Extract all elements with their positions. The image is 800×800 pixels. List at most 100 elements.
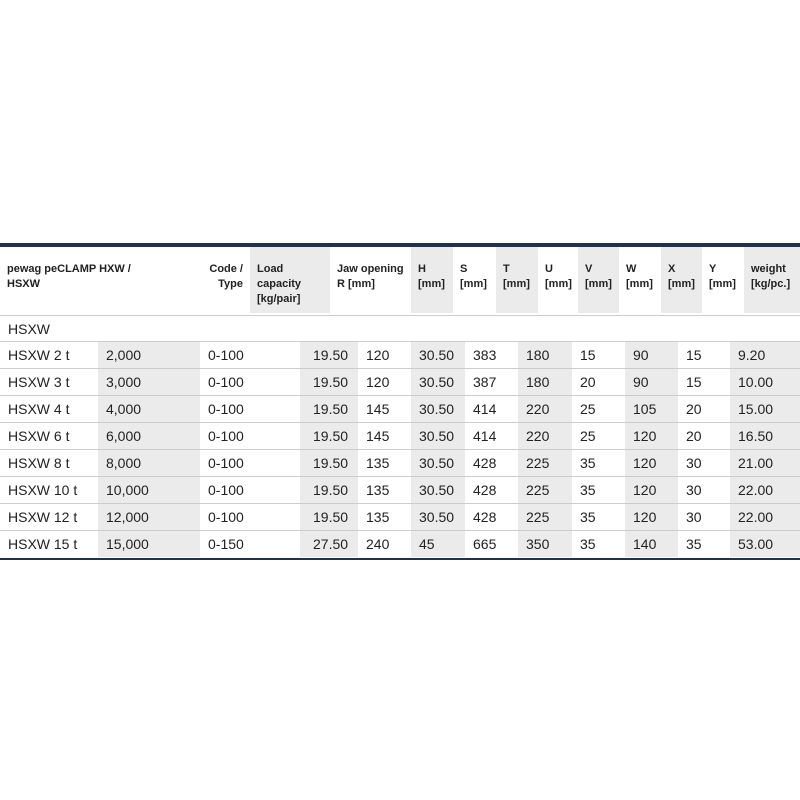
table-cell: 145 [366, 428, 390, 444]
table-cell: 30.50 [411, 423, 465, 449]
table-cell: HSXW 15 t [8, 536, 78, 552]
table-cell: 35 [580, 455, 596, 471]
header-cell: Code / Type [209, 263, 243, 290]
table-cell: 225 [518, 450, 572, 476]
table-cell: 2,000 [98, 342, 200, 368]
table-row: HSXW 8 t 8,000 0-100 19.50 135 30.50 428 225 35 1… [0, 449, 800, 476]
table-cell: 135 [366, 455, 390, 471]
table-cell: 428 [473, 509, 497, 525]
table-cell: 8,000 [98, 450, 200, 476]
table-cell: 30.50 [411, 504, 465, 530]
table-cell: 15 [580, 347, 596, 363]
table-cell: 90 [625, 342, 678, 368]
table-cell: 90 [625, 369, 678, 395]
table-cell: 15 [686, 374, 702, 390]
table-cell: 414 [473, 428, 497, 444]
table-cell: 15 [686, 347, 702, 363]
table-cell: 19.50 [300, 342, 358, 368]
bottom-border [0, 558, 800, 560]
table-cell: 180 [518, 369, 572, 395]
header-cell: V [mm] [578, 247, 619, 313]
header-cell: Y [mm] [709, 263, 736, 290]
table-cell: 12,000 [98, 504, 200, 530]
table-cell: 220 [518, 423, 572, 449]
table-cell: 35 [580, 536, 596, 552]
table-cell: 428 [473, 455, 497, 471]
table-cell: 0-150 [208, 536, 244, 552]
table-cell: 0-100 [208, 401, 244, 417]
table-row: HSXW 15 t 15,000 0-150 27.50 240 45 665 350 35 14… [0, 530, 800, 557]
table-cell: 105 [625, 396, 678, 422]
table-cell: 135 [366, 482, 390, 498]
table-cell: 120 [366, 374, 390, 390]
table-cell: 19.50 [300, 477, 358, 503]
header-cell: Jaw opening R [mm] [337, 263, 404, 290]
table-cell: 0-100 [208, 509, 244, 525]
table-cell: 120 [625, 450, 678, 476]
table-cell: 20 [580, 374, 596, 390]
table-cell: 180 [518, 342, 572, 368]
table-cell: 220 [518, 396, 572, 422]
header-cell: pewag peCLAMP HXW / HSXW [7, 263, 131, 290]
table-cell: 15.00 [730, 396, 800, 422]
table-cell: 387 [473, 374, 497, 390]
spec-table: HSXW pewag peCLAMP HXW / HSXW Code / Type… [0, 243, 800, 561]
table-cell: 135 [366, 509, 390, 525]
table-cell: 0-100 [208, 347, 244, 363]
table-cell: 414 [473, 401, 497, 417]
table-cell: 20 [686, 401, 702, 417]
header-cell: U [mm] [545, 263, 572, 290]
table-cell: 15,000 [98, 531, 200, 557]
table-cell: 120 [625, 477, 678, 503]
table-cell: 0-100 [208, 428, 244, 444]
table-cell: HSXW 8 t [8, 455, 70, 471]
table-cell: 350 [518, 531, 572, 557]
table-cell: HSXW 3 t [8, 374, 70, 390]
table-cell: 30 [686, 455, 702, 471]
table-cell: 30 [686, 482, 702, 498]
table-cell: 45 [411, 531, 465, 557]
table-cell: 19.50 [300, 450, 358, 476]
header-cell: W [mm] [626, 263, 653, 290]
table-cell: 25 [580, 401, 596, 417]
table-cell: 10.00 [730, 369, 800, 395]
table-cell: 25 [580, 428, 596, 444]
table-cell: 21.00 [730, 450, 800, 476]
table-cell: 225 [518, 477, 572, 503]
table-cell: 19.50 [300, 396, 358, 422]
table-cell: 30 [686, 509, 702, 525]
header-cell: S [mm] [460, 263, 487, 290]
table-cell: 19.50 [300, 369, 358, 395]
table-cell: 30.50 [411, 342, 465, 368]
table-cell: 665 [473, 536, 497, 552]
table-cell: HSXW 10 t [8, 482, 78, 498]
table-row: HSXW 3 t 3,000 0-100 19.50 120 30.50 387 180 20 9… [0, 368, 800, 395]
table-cell: 120 [366, 347, 390, 363]
header-cell: H [mm] [411, 247, 453, 313]
table-cell: 225 [518, 504, 572, 530]
table-cell: 145 [366, 401, 390, 417]
section-label: HSXW [0, 315, 800, 341]
table-cell: 30.50 [411, 396, 465, 422]
table-cell: 35 [686, 536, 702, 552]
table-row: HSXW 6 t 6,000 0-100 19.50 145 30.50 414 220 25 1… [0, 422, 800, 449]
table-cell: 383 [473, 347, 497, 363]
table-row: HSXW 2 t 2,000 0-100 19.50 120 30.50 383 180 15 9… [0, 341, 800, 368]
header-cell: Load capacity [kg/pair] [250, 247, 330, 313]
table-cell: HSXW 4 t [8, 401, 70, 417]
table-cell: 9.20 [730, 342, 800, 368]
table-row: HSXW 10 t 10,000 0-100 19.50 135 30.50 428 225 3… [0, 476, 800, 503]
table-cell: 19.50 [300, 423, 358, 449]
top-border [0, 243, 800, 247]
table-cell: 22.00 [730, 504, 800, 530]
table-cell: 6,000 [98, 423, 200, 449]
table-cell: 0-100 [208, 482, 244, 498]
table-cell: 240 [366, 536, 390, 552]
table-cell: 22.00 [730, 477, 800, 503]
table-cell: 0-100 [208, 374, 244, 390]
table-cell: 30.50 [411, 477, 465, 503]
table-cell: 10,000 [98, 477, 200, 503]
table-cell: 120 [625, 423, 678, 449]
table-cell: 35 [580, 509, 596, 525]
